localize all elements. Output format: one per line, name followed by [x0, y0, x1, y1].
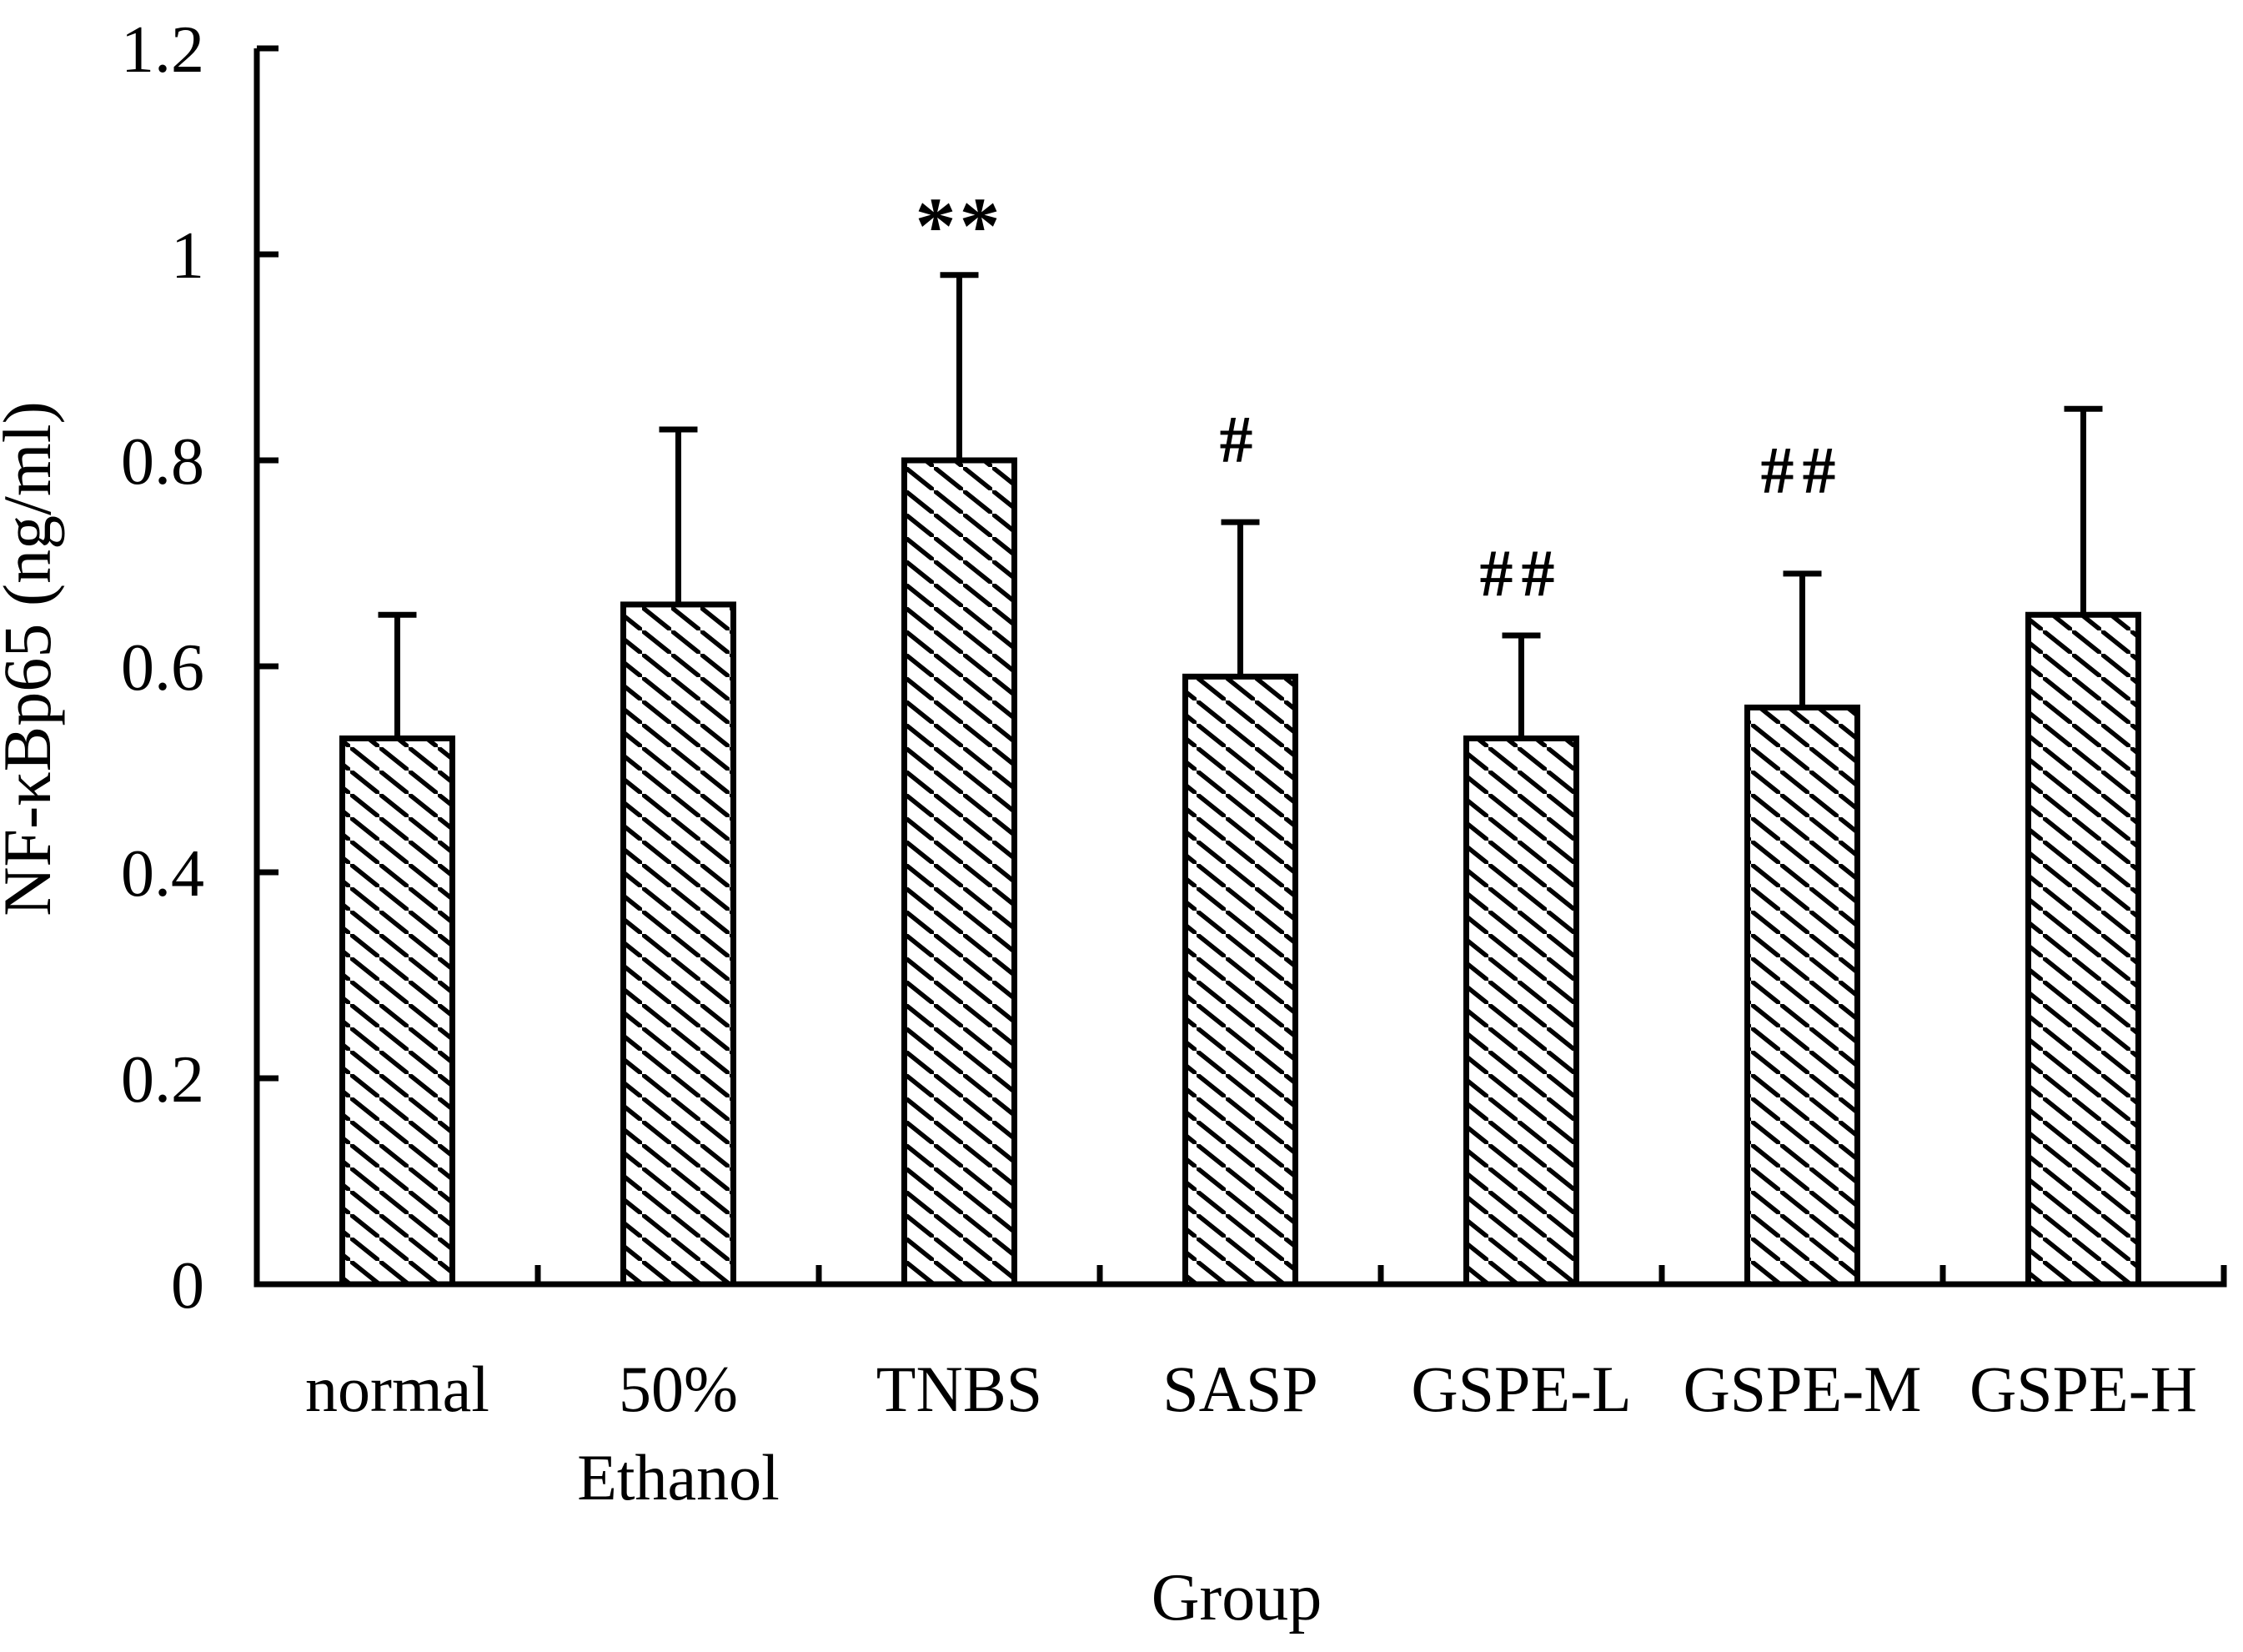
category-label: Ethanol — [577, 1441, 780, 1514]
category-label: GSPE-H — [1970, 1353, 2197, 1425]
category-label: TNBS — [876, 1353, 1042, 1425]
y-tick-label: 1.2 — [121, 13, 204, 87]
bar-sasp — [1182, 673, 1298, 1288]
y-tick-label: 0.4 — [121, 837, 204, 911]
category-label: GSPE-M — [1683, 1353, 1921, 1425]
x-axis-title: Group — [1152, 1561, 1322, 1634]
category-label: SASP — [1162, 1353, 1317, 1425]
bar-normal — [339, 735, 455, 1288]
annotation-gspe-m: ## — [1761, 434, 1844, 507]
y-tick-label: 0 — [171, 1249, 204, 1323]
y-tick-label: 1 — [171, 219, 204, 293]
y-tick-label: 0.6 — [121, 631, 204, 705]
bar-gspe-h — [2025, 611, 2141, 1288]
plot-area: 0 0.2 0.4 0.6 0.8 1 1.2 normal 50% Ethanol TNBS SAS… — [121, 13, 2227, 1514]
bar-50%-ethanol — [620, 601, 736, 1288]
bar-gspe-l — [1463, 735, 1579, 1288]
y-axis-title: NF-κBp65 (ng/ml) — [0, 401, 65, 916]
category-label: normal — [305, 1353, 489, 1425]
annotation-tnbs: ** — [916, 182, 1004, 272]
annotation-gspe-l: ## — [1480, 537, 1563, 610]
category-label: 50% — [619, 1353, 738, 1425]
y-tick-label: 0.2 — [121, 1043, 204, 1117]
bar-tnbs — [901, 457, 1017, 1288]
bar-gspe-m — [1744, 704, 1860, 1288]
category-label: GSPE-L — [1411, 1353, 1631, 1425]
annotation-sasp: # — [1220, 403, 1262, 476]
y-tick-label: 0.8 — [121, 425, 204, 499]
